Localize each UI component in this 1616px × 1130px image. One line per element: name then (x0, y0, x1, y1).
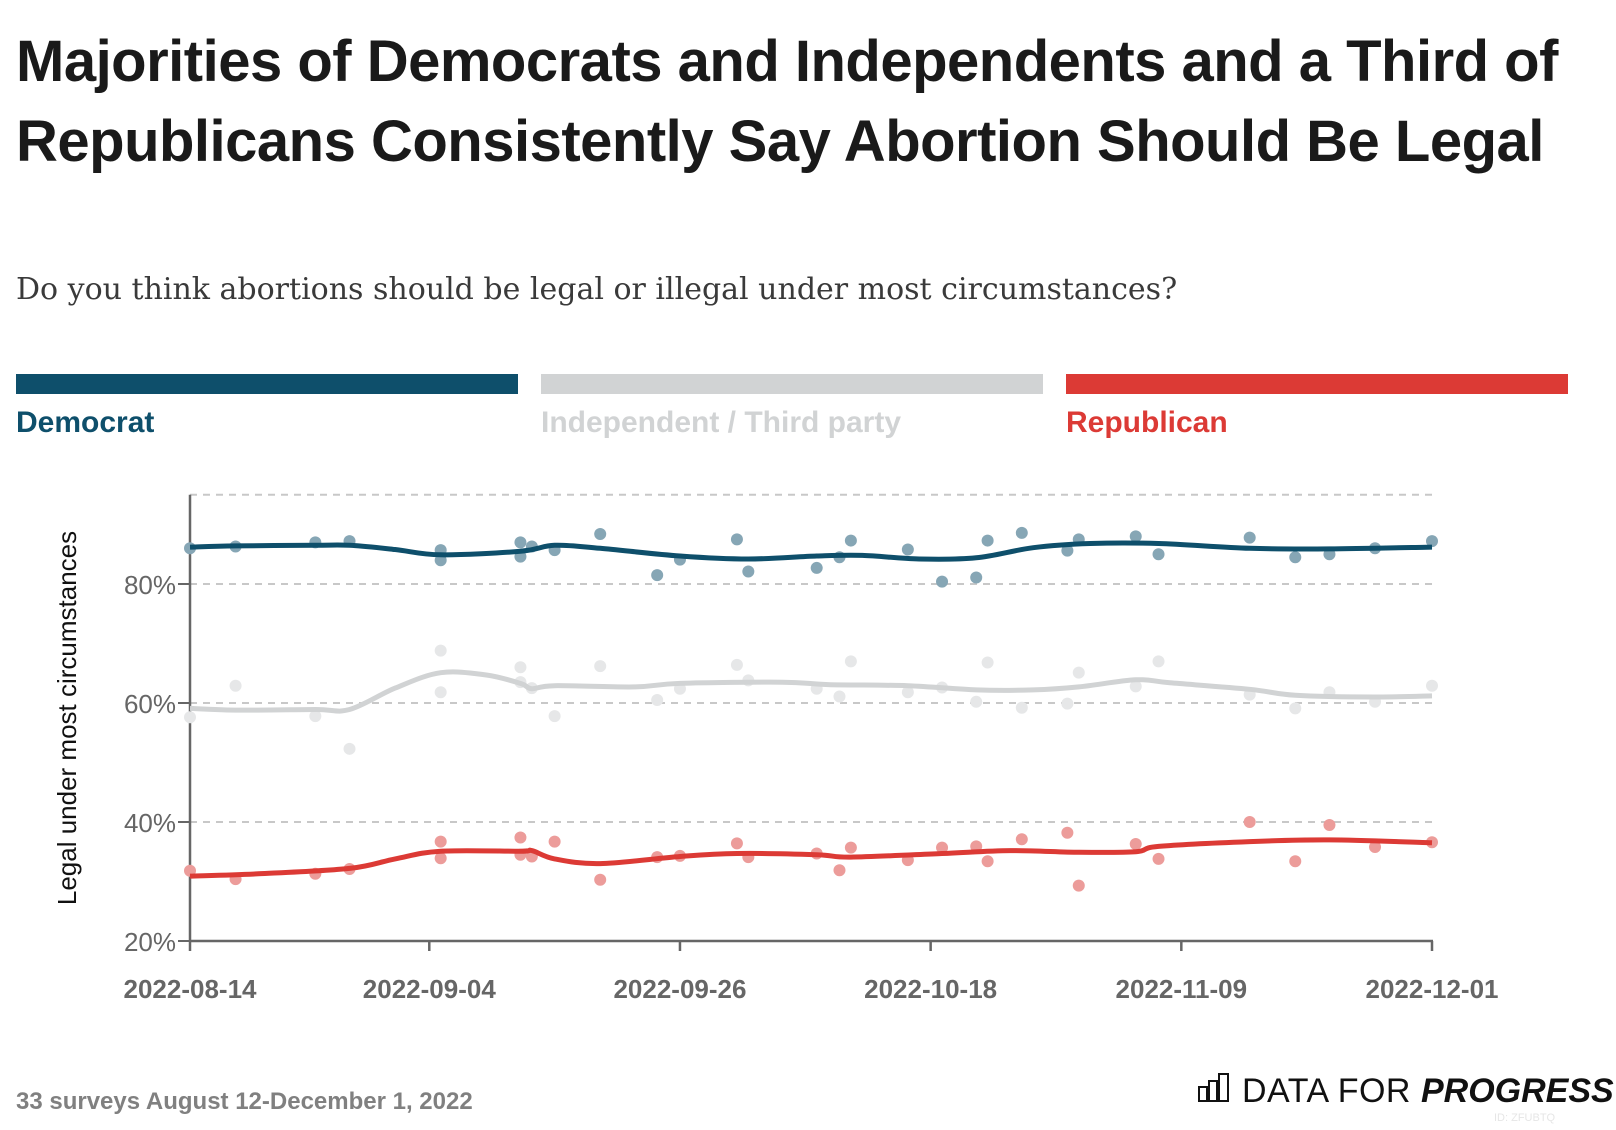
data-point-republican (936, 841, 949, 854)
data-point-independent (184, 711, 196, 724)
data-point-independent (730, 658, 743, 671)
data-point-independent (548, 710, 561, 723)
trend-line-democrat (189, 540, 1433, 562)
bar-chart-icon (1198, 1072, 1230, 1111)
trend-line-republican (189, 837, 1433, 879)
y-tick-label: 60% (124, 689, 176, 719)
x-tick-label: 2022-09-04 (363, 974, 497, 1004)
data-point-independent (1015, 701, 1028, 714)
brand-text-bold: PROGRESS (1420, 1072, 1614, 1110)
data-point-independent (1152, 655, 1165, 668)
data-point-republican (1152, 852, 1165, 865)
trend-line-independent (189, 669, 1433, 714)
data-point-independent (651, 694, 664, 707)
data-point-democrat (1152, 548, 1165, 561)
data-point-republican (833, 864, 846, 877)
chart-id: ID: ZFUBTQ (1494, 1112, 1556, 1124)
data-point-independent (514, 661, 527, 674)
legend-label-republican: Republican (1066, 406, 1228, 439)
data-point-independent (1129, 680, 1142, 693)
legend-item-democrat: Democrat (16, 374, 518, 440)
data-point-independent (434, 686, 447, 699)
data-point-democrat (1129, 530, 1142, 543)
data-point-republican (1323, 818, 1336, 831)
data-point-republican (1369, 840, 1382, 853)
data-point-democrat (742, 565, 755, 578)
data-point-independent (833, 690, 846, 703)
data-point-republican (548, 835, 561, 848)
data-point-democrat (1289, 551, 1302, 564)
data-point-republican (514, 831, 527, 844)
data-point-independent (343, 742, 356, 755)
x-tick-label: 2022-08-14 (124, 974, 258, 1004)
trend-lines (189, 540, 1433, 879)
data-point-republican (1072, 879, 1085, 892)
data-point-republican (594, 873, 607, 886)
data-point-democrat (970, 571, 983, 584)
data-point-independent (981, 656, 994, 669)
legend-swatch-democrat (16, 374, 518, 394)
legend-label-independent: Independent / Third party (541, 406, 902, 439)
data-point-democrat (1061, 544, 1074, 557)
data-point-republican (1289, 855, 1302, 868)
data-point-independent (434, 644, 447, 657)
data-point-independent (901, 686, 914, 699)
chart-title: Majorities of Democrats and Independents… (16, 29, 1558, 174)
data-point-democrat (514, 536, 527, 549)
y-tick-label: 20% (124, 927, 176, 957)
data-point-republican (434, 835, 447, 848)
data-point-independent (1072, 666, 1085, 679)
data-point-democrat (981, 534, 994, 547)
brand-logo: DATA FOR PROGRESS (1198, 1072, 1614, 1111)
axes: 20% 40% 60% 80% 2022-08-14 2022-09-04 2022-09-… (124, 494, 1499, 1004)
x-tick-label: 2022-12-01 (1366, 974, 1499, 1004)
data-point-republican (1015, 833, 1028, 846)
data-point-democrat (730, 533, 743, 546)
x-tick-label: 2022-09-26 (613, 974, 746, 1004)
data-point-democrat (594, 528, 607, 541)
chart-subtitle: Do you think abortions should be legal o… (16, 272, 1178, 307)
data-point-democrat (901, 543, 914, 556)
data-point-independent (1061, 697, 1074, 710)
data-point-republican (1061, 826, 1074, 839)
data-point-democrat (810, 561, 823, 574)
data-point-democrat (1015, 526, 1028, 539)
legend-item-independent: Independent / Third party (541, 374, 1043, 440)
legend-swatch-republican (1066, 374, 1568, 394)
y-tick-label: 80% (124, 570, 176, 600)
x-tick-label: 2022-11-09 (1116, 974, 1248, 1004)
legend-swatch-independent (541, 374, 1043, 394)
footnote: 33 surveys August 12-December 1, 2022 (16, 1088, 473, 1115)
data-point-independent (844, 655, 857, 668)
data-point-democrat (844, 534, 857, 547)
brand-text-light: DATA FOR (1242, 1072, 1411, 1110)
data-point-republican (1243, 816, 1256, 828)
data-point-republican (434, 852, 447, 865)
data-point-independent (309, 710, 322, 723)
data-point-democrat (1426, 535, 1438, 548)
data-point-independent (970, 695, 983, 708)
data-point-independent (1289, 702, 1302, 715)
legend-item-republican: Republican (1066, 374, 1568, 440)
data-point-republican (730, 837, 743, 850)
gridlines (190, 493, 1432, 823)
data-point-republican (1129, 838, 1142, 851)
data-point-republican (981, 855, 994, 868)
data-point-democrat (651, 569, 664, 582)
data-point-independent (229, 679, 242, 692)
data-point-democrat (1243, 531, 1256, 544)
legend-label-democrat: Democrat (16, 406, 155, 439)
data-point-democrat (936, 575, 949, 588)
y-tick-label: 40% (124, 808, 176, 838)
x-tick-label: 2022-10-18 (864, 974, 997, 1004)
data-point-independent (1426, 679, 1438, 692)
data-points (184, 526, 1438, 892)
y-axis-label: Legal under most circumstances (52, 531, 82, 905)
data-point-independent (594, 660, 607, 673)
data-point-republican (844, 841, 857, 854)
